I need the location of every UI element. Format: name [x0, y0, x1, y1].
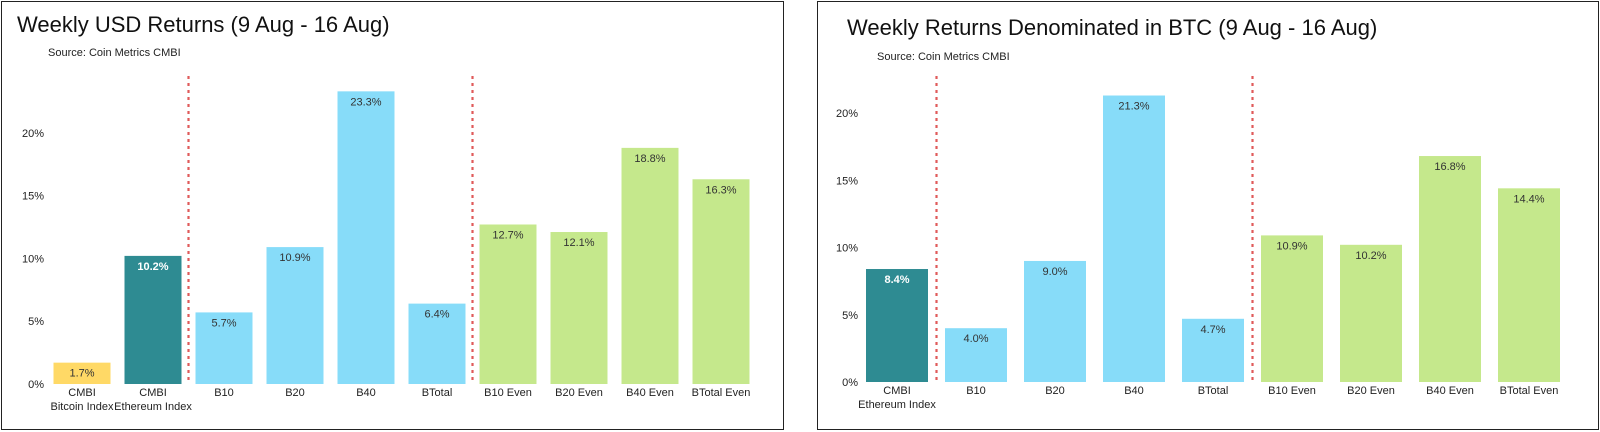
data-label: 12.1% — [563, 237, 594, 249]
y-tick-label: 10% — [836, 243, 858, 255]
data-label: 16.3% — [705, 184, 736, 196]
x-tick-label: B20 — [285, 387, 305, 399]
y-tick-label: 15% — [836, 175, 858, 187]
bar-btotal — [408, 303, 466, 384]
y-tick-label: 15% — [22, 191, 44, 203]
x-tick-label: B20 Even — [1347, 385, 1395, 397]
chart-source: Source: Coin Metrics CMBI — [877, 51, 1010, 63]
bar-cmbi-bitcoin-index — [53, 362, 111, 384]
bar-b20-even — [550, 232, 608, 384]
data-label: 21.3% — [1118, 101, 1149, 113]
chart-title: Weekly Returns Denominated in BTC (9 Aug… — [847, 15, 1378, 40]
x-tick-label: B10 Even — [484, 387, 532, 399]
chart-panel-btc-returns: Weekly Returns Denominated in BTC (9 Aug… — [817, 1, 1599, 430]
x-tick-label: BTotal Even — [692, 387, 751, 399]
bar-b40-even — [621, 147, 679, 384]
data-label: 12.7% — [492, 229, 523, 241]
x-tick-label: BTotal — [1198, 385, 1229, 397]
x-tick-label: BTotal Even — [1500, 385, 1559, 397]
x-tick-label: Ethereum Index — [858, 399, 936, 411]
bar-btotal-even — [692, 179, 750, 384]
y-tick-label: 5% — [842, 310, 858, 322]
x-tick-label: B10 Even — [1268, 385, 1316, 397]
x-tick-label: CMBI — [68, 387, 96, 399]
bar-chart-btc-returns: 0% 5% 10% 15% 20% 8.4% CMBI Ethereum Index 4.0% B… — [836, 76, 1560, 411]
bar-cmbi-ethereum-index — [124, 255, 182, 384]
bar-chart-usd-returns: 0% 5% 10% 15% 20% 1.7% CMBI Bitcoin Index 10.2% C… — [22, 76, 751, 413]
bar-b40-even — [1419, 156, 1481, 382]
x-tick-label: CMBI — [139, 387, 167, 399]
data-label: 10.9% — [1276, 240, 1307, 252]
data-label: 8.4% — [884, 274, 909, 286]
data-label: 10.2% — [1355, 250, 1386, 262]
data-label: 10.9% — [279, 252, 310, 264]
chart-title: Weekly USD Returns (9 Aug - 16 Aug) — [17, 12, 390, 37]
x-tick-label: B40 — [1124, 385, 1144, 397]
x-tick-label: B40 Even — [626, 387, 674, 399]
x-tick-label: B20 — [1045, 385, 1065, 397]
x-tick-label: BTotal — [422, 387, 453, 399]
x-tick-label: B40 — [356, 387, 376, 399]
y-tick-label: 20% — [22, 128, 44, 140]
data-label: 23.3% — [350, 96, 381, 108]
x-tick-label: B10 — [214, 387, 234, 399]
data-label: 18.8% — [634, 153, 665, 165]
y-tick-label: 5% — [28, 316, 44, 328]
y-tick-label: 0% — [28, 379, 44, 391]
data-label: 10.2% — [137, 261, 168, 273]
data-label: 9.0% — [1042, 266, 1067, 278]
x-tick-label: Ethereum Index — [114, 401, 192, 413]
bar-b10 — [945, 328, 1007, 382]
x-tick-label: B20 Even — [555, 387, 603, 399]
y-tick-label: 20% — [836, 108, 858, 120]
bar-b40 — [1103, 95, 1165, 382]
x-tick-label: CMBI — [883, 385, 911, 397]
bar-cmbi-ethereum-index — [866, 269, 928, 382]
data-label: 5.7% — [211, 317, 236, 329]
chart-source: Source: Coin Metrics CMBI — [48, 47, 181, 59]
y-tick-label: 10% — [22, 253, 44, 265]
bar-btotal-even — [1498, 188, 1560, 382]
bar-btotal — [1182, 318, 1244, 382]
x-tick-label: B10 — [966, 385, 986, 397]
data-label: 14.4% — [1513, 193, 1544, 205]
data-label: 1.7% — [69, 368, 94, 380]
data-label: 16.8% — [1434, 161, 1465, 173]
x-tick-label: B40 Even — [1426, 385, 1474, 397]
bar-b10-even — [479, 224, 537, 384]
data-label: 6.4% — [424, 309, 449, 321]
bar-b20 — [266, 247, 324, 384]
x-tick-label: Bitcoin Index — [51, 401, 114, 413]
bar-b20-even — [1340, 244, 1402, 382]
data-label: 4.0% — [963, 333, 988, 345]
bar-b10 — [195, 312, 253, 384]
bar-b10-even — [1261, 235, 1323, 382]
chart-panel-usd-returns: Weekly USD Returns (9 Aug - 16 Aug) Sour… — [1, 1, 784, 430]
bar-b40 — [337, 91, 395, 385]
y-tick-label: 0% — [842, 377, 858, 389]
data-label: 4.7% — [1200, 324, 1225, 336]
bar-b20 — [1024, 260, 1086, 382]
